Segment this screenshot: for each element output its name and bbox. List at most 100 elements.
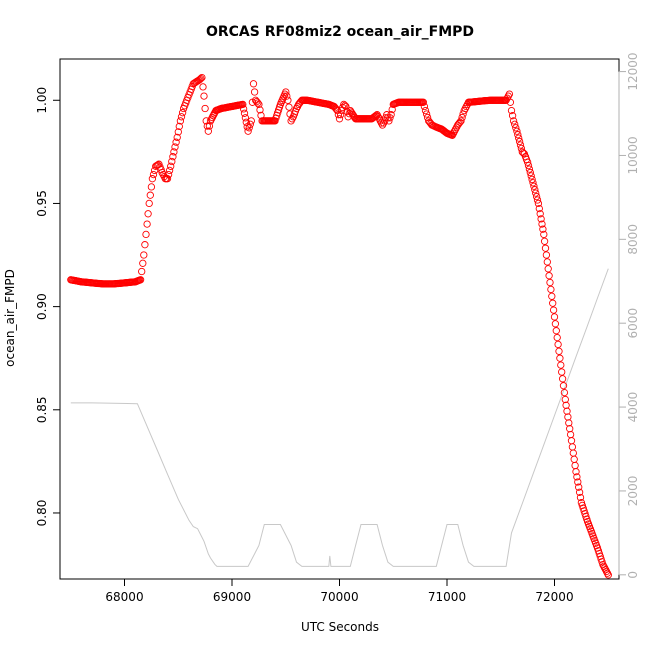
data-point bbox=[559, 382, 568, 390]
data-point bbox=[534, 199, 543, 208]
data-point bbox=[176, 117, 185, 125]
data-point bbox=[530, 182, 538, 190]
data-point bbox=[515, 137, 524, 146]
data-point bbox=[292, 104, 301, 113]
data-point bbox=[197, 74, 205, 83]
data-point bbox=[511, 120, 519, 128]
data-point bbox=[339, 103, 347, 112]
data-point bbox=[532, 192, 541, 201]
data-point bbox=[560, 388, 569, 397]
x-tick-label: 71000 bbox=[428, 590, 466, 604]
data-point bbox=[573, 473, 581, 481]
data-point bbox=[241, 114, 250, 122]
data-point bbox=[419, 98, 428, 106]
data-point bbox=[516, 141, 525, 149]
data-point bbox=[549, 299, 557, 307]
data-point bbox=[249, 80, 258, 88]
data-point bbox=[168, 157, 176, 166]
data-point bbox=[504, 92, 512, 100]
data-point bbox=[256, 106, 264, 114]
data-point bbox=[457, 117, 465, 125]
data-point bbox=[513, 127, 521, 135]
data-point bbox=[556, 354, 564, 362]
x-axis: 68000 69000 70000 71000 72000 bbox=[105, 578, 574, 604]
data-point bbox=[255, 100, 263, 109]
series-line-0 bbox=[70, 268, 609, 567]
data-point bbox=[240, 109, 249, 117]
x-axis-label: UTC Seconds bbox=[301, 620, 379, 634]
data-point bbox=[165, 166, 174, 175]
data-point bbox=[566, 425, 574, 433]
y-axis-right: 0 2000 4000 6000 8000 10000 12000 bbox=[618, 52, 640, 579]
data-point bbox=[341, 101, 349, 110]
data-point bbox=[250, 88, 259, 96]
data-point bbox=[282, 88, 290, 96]
data-point bbox=[420, 102, 429, 111]
y-axis-left: 0.80 0.85 0.90 0.95 1.00 bbox=[35, 87, 61, 527]
y-tick-label: 0.90 bbox=[35, 293, 49, 320]
data-point bbox=[284, 96, 292, 104]
data-point bbox=[340, 100, 348, 109]
data-point bbox=[247, 117, 255, 125]
data-point bbox=[387, 111, 395, 119]
data-point bbox=[561, 395, 569, 404]
data-point bbox=[552, 327, 560, 335]
y-tick-label: 1.00 bbox=[35, 87, 49, 114]
data-point bbox=[139, 259, 147, 267]
data-point bbox=[514, 131, 522, 139]
data-point bbox=[545, 272, 553, 280]
data-point bbox=[554, 340, 562, 349]
data-point bbox=[565, 419, 573, 427]
data-point bbox=[202, 117, 210, 125]
data-point bbox=[164, 170, 173, 179]
data-point bbox=[523, 158, 532, 166]
data-point bbox=[242, 118, 250, 126]
data-point bbox=[170, 148, 178, 156]
data-point bbox=[167, 162, 175, 170]
data-point bbox=[378, 121, 387, 129]
data-point bbox=[142, 230, 150, 239]
data-point bbox=[524, 161, 533, 170]
y-axis-label: ocean_air_FMPD bbox=[3, 269, 17, 367]
plot-area bbox=[67, 73, 612, 579]
data-point bbox=[549, 306, 558, 314]
data-point bbox=[448, 131, 457, 139]
data-point bbox=[200, 92, 208, 100]
data-point bbox=[143, 220, 151, 228]
data-point bbox=[603, 569, 612, 577]
data-point bbox=[566, 430, 575, 439]
y2-tick-label: 8000 bbox=[626, 224, 640, 255]
data-point bbox=[337, 106, 346, 115]
data-point bbox=[512, 124, 520, 132]
data-point bbox=[149, 170, 158, 179]
data-point bbox=[239, 105, 248, 113]
data-point bbox=[568, 443, 577, 451]
data-point bbox=[146, 191, 154, 199]
data-point bbox=[138, 267, 146, 276]
data-point bbox=[199, 83, 207, 91]
data-point bbox=[533, 196, 542, 204]
data-point bbox=[450, 127, 459, 135]
data-point bbox=[529, 179, 537, 187]
data-point bbox=[246, 120, 254, 128]
data-point bbox=[288, 115, 296, 123]
data-point bbox=[422, 110, 431, 118]
data-point bbox=[572, 468, 580, 476]
data-point bbox=[505, 90, 514, 98]
data-point bbox=[136, 276, 145, 284]
data-point bbox=[147, 183, 156, 191]
data-point bbox=[575, 483, 583, 491]
data-point bbox=[154, 161, 162, 169]
data-point bbox=[173, 133, 181, 142]
data-point bbox=[571, 461, 579, 470]
data-point bbox=[563, 407, 571, 415]
y-tick-label: 0.80 bbox=[35, 500, 49, 527]
data-point bbox=[557, 361, 565, 369]
y2-tick-label: 2000 bbox=[626, 476, 640, 507]
data-point bbox=[153, 161, 161, 170]
data-point bbox=[423, 113, 432, 122]
data-point bbox=[541, 244, 550, 252]
data-point bbox=[540, 237, 549, 245]
data-point bbox=[204, 127, 212, 135]
data-point bbox=[564, 413, 572, 421]
